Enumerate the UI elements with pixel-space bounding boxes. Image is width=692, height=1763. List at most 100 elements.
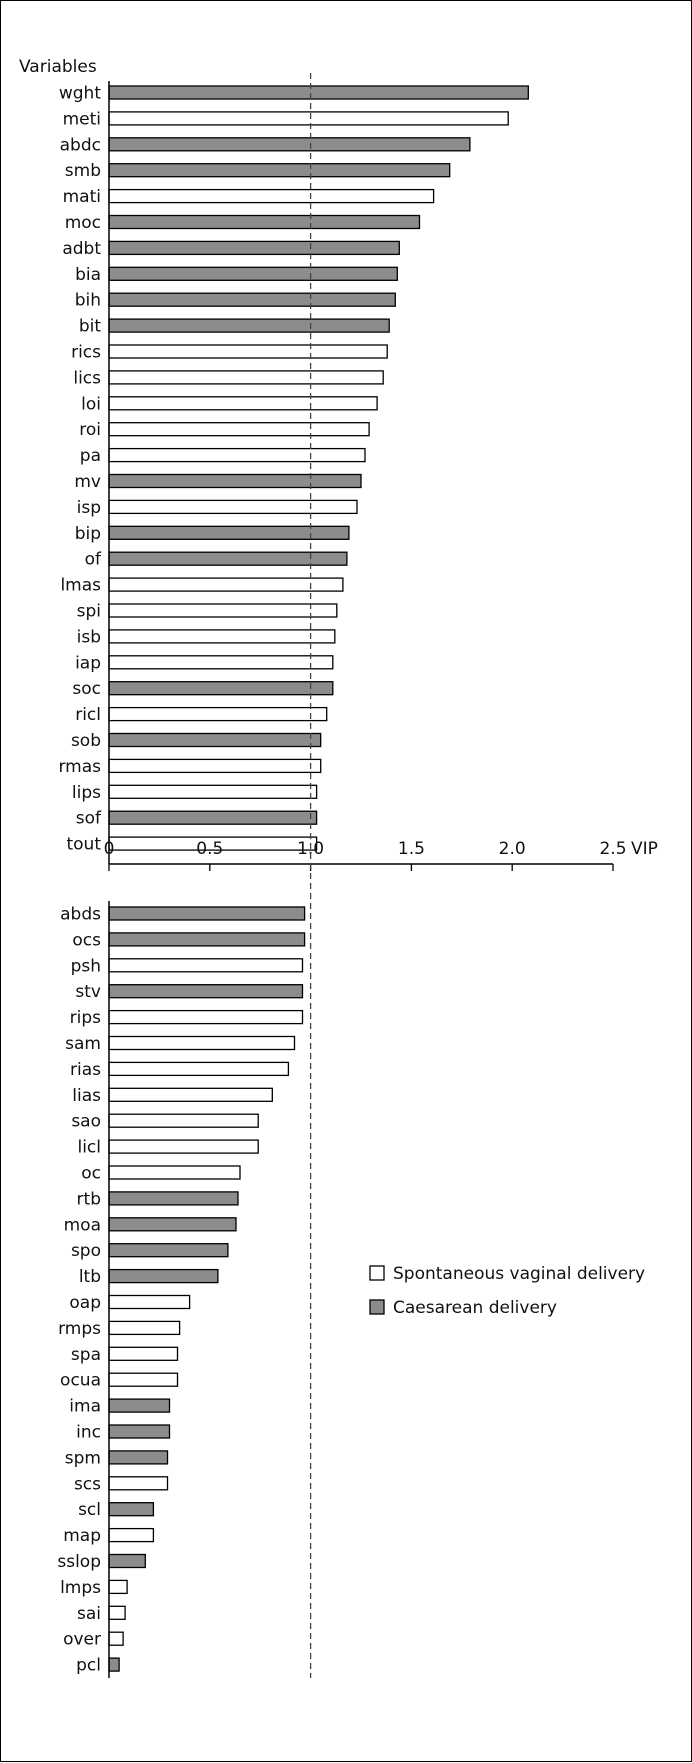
category-label-lmas: lmas	[60, 576, 101, 596]
bar-soc	[108, 681, 334, 696]
bar-spo	[108, 1243, 229, 1258]
category-label-ocs: ocs	[72, 930, 101, 950]
bar-mv	[108, 473, 362, 489]
category-label-mati: mati	[63, 187, 101, 207]
x-tick-label-0.5: 0.5	[196, 839, 223, 859]
bar-rics	[108, 344, 388, 359]
category-label-rias: rias	[70, 1060, 101, 1080]
category-label-soc: soc	[72, 679, 101, 699]
category-label-ricl: ricl	[75, 705, 101, 725]
x-tick-label-2.0: 2.0	[499, 839, 526, 859]
y-axis-title: Variables	[19, 57, 97, 77]
bar-moa	[108, 1217, 237, 1232]
category-label-map: map	[63, 1526, 101, 1546]
bar-stv	[108, 984, 304, 999]
category-label-ocua: ocua	[60, 1371, 101, 1391]
category-label-moa: moa	[64, 1215, 101, 1235]
category-label-scl: scl	[78, 1500, 101, 1520]
bar-isb	[108, 629, 336, 644]
bar-sam	[108, 1035, 296, 1051]
bar-sof	[108, 810, 318, 825]
bar-rmps	[108, 1320, 181, 1336]
bar-isp	[108, 499, 358, 515]
category-label-isb: isb	[77, 627, 101, 647]
category-label-bip: bip	[75, 524, 101, 544]
category-label-abds: abds	[60, 905, 101, 925]
bar-pcl	[108, 1657, 120, 1672]
category-label-mv: mv	[74, 472, 101, 492]
bar-pa	[108, 447, 366, 463]
x-axis-title: VIP	[631, 839, 658, 859]
legend-label-1: Caesarean delivery	[393, 1298, 557, 1318]
category-label-lips: lips	[72, 783, 101, 803]
category-label-rips: rips	[70, 1008, 102, 1028]
bar-bia	[108, 266, 398, 281]
x-tick-label-2.5: 2.5	[599, 839, 626, 859]
category-label-lmps: lmps	[60, 1578, 101, 1598]
bar-lmas	[108, 577, 344, 592]
category-label-sof: sof	[76, 809, 102, 829]
bar-bip	[108, 525, 350, 540]
bar-map	[108, 1527, 155, 1543]
bar-oc	[108, 1165, 241, 1180]
category-label-oap: oap	[69, 1293, 101, 1313]
bar-over	[108, 1631, 124, 1646]
bar-spi	[108, 603, 338, 618]
category-label-stv: stv	[75, 982, 101, 1002]
bar-ocs	[108, 932, 306, 947]
category-label-lics: lics	[73, 368, 101, 388]
bar-lics	[108, 370, 384, 385]
category-label-pcl: pcl	[76, 1656, 101, 1676]
bar-lmps	[108, 1579, 128, 1595]
bar-ltb	[108, 1268, 219, 1284]
bar-ocua	[108, 1372, 179, 1387]
category-label-bih: bih	[75, 291, 101, 311]
category-label-sslop: sslop	[57, 1552, 101, 1572]
category-label-licl: licl	[77, 1138, 101, 1158]
bar-loi	[108, 396, 378, 411]
category-label-over: over	[63, 1630, 101, 1650]
category-label-lias: lias	[72, 1086, 101, 1106]
bar-abds	[108, 906, 306, 921]
bar-meti	[108, 111, 509, 126]
legend-label-0: Spontaneous vaginal delivery	[393, 1264, 645, 1284]
bar-lias	[108, 1087, 273, 1102]
bar-smb	[108, 163, 451, 178]
category-label-loi: loi	[81, 394, 101, 414]
category-label-sai: sai	[77, 1604, 101, 1624]
category-label-roi: roi	[79, 420, 101, 440]
bar-rips	[108, 1009, 304, 1025]
bar-iap	[108, 655, 334, 670]
category-label-spo: spo	[71, 1241, 101, 1261]
bar-bih	[108, 292, 396, 307]
category-label-sao: sao	[71, 1112, 101, 1132]
x-tick-label-1.0: 1.0	[297, 839, 324, 859]
category-label-ima: ima	[69, 1397, 101, 1417]
category-label-bit: bit	[79, 317, 102, 337]
category-label-iap: iap	[75, 653, 101, 673]
bar-spa	[108, 1346, 179, 1361]
category-label-scs: scs	[74, 1474, 101, 1494]
bar-rmas	[108, 758, 322, 774]
bar-inc	[108, 1424, 171, 1439]
category-label-of: of	[85, 550, 102, 570]
bar-wght	[108, 85, 529, 100]
category-label-smb: smb	[65, 161, 101, 181]
legend-swatch-1	[369, 1299, 385, 1315]
bar-rtb	[108, 1191, 239, 1206]
category-label-wght: wght	[59, 84, 101, 104]
category-label-spi: spi	[77, 602, 101, 622]
category-label-tout: tout	[66, 835, 101, 855]
category-label-isp: isp	[77, 498, 101, 518]
x-tick-label-0: 0	[104, 839, 115, 859]
bar-psh	[108, 958, 304, 973]
bar-oap	[108, 1294, 191, 1310]
category-label-rtb: rtb	[77, 1189, 101, 1209]
category-label-pa: pa	[80, 446, 101, 466]
legend-swatch-0	[369, 1265, 385, 1281]
category-label-psh: psh	[71, 956, 101, 976]
bar-rias	[108, 1061, 290, 1077]
bar-spm	[108, 1450, 169, 1465]
